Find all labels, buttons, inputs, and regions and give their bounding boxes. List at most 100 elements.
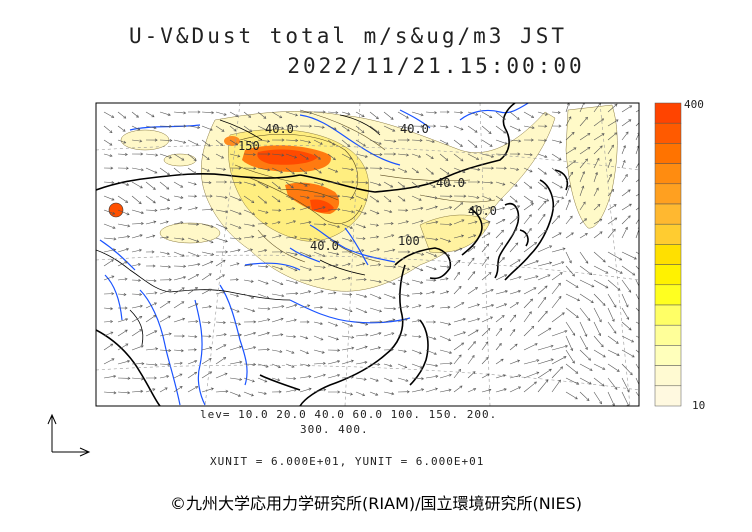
wind-vector-shaft — [593, 187, 599, 197]
wind-vector-head — [308, 375, 312, 379]
wind-vector-head — [264, 200, 267, 204]
wind-vector-shaft — [229, 249, 241, 253]
wind-vector-shaft — [537, 229, 547, 239]
wind-vector-head — [206, 168, 210, 172]
wind-vector-head — [164, 387, 168, 391]
wind-vector-shaft — [481, 243, 489, 253]
wind-vector-shaft — [523, 372, 539, 379]
wind-vector-shaft — [159, 195, 170, 201]
wind-vector-head — [449, 351, 453, 354]
wind-vector-head — [239, 181, 243, 185]
wind-vector-head — [280, 317, 284, 321]
wind-vector-shaft — [383, 265, 396, 268]
wind-vector-head — [447, 253, 451, 257]
wind-vector-head — [406, 138, 410, 142]
wind-vector-head — [124, 261, 128, 264]
wind-vector-head — [613, 204, 617, 208]
wind-vector-shaft — [453, 248, 463, 253]
wind-vector-head — [643, 275, 645, 277]
wind-vector-shaft — [397, 167, 407, 173]
wind-vector-head — [197, 110, 201, 114]
wind-vector-head — [194, 206, 198, 210]
wind-vector-shaft — [537, 285, 548, 295]
wind-vector-shaft — [131, 390, 143, 393]
wind-vector-head — [362, 237, 366, 241]
wind-vector-shaft — [341, 263, 351, 267]
wind-vector-head — [570, 232, 574, 236]
wind-vector-head — [293, 377, 297, 381]
wind-vector-shaft — [285, 389, 297, 393]
wind-vector-shaft — [201, 111, 214, 114]
wind-vector-head — [461, 234, 465, 238]
wind-vector-head — [376, 235, 380, 239]
wind-vector-shaft — [313, 153, 321, 160]
wind-vector-head — [238, 345, 242, 349]
wind-vector-shaft — [243, 249, 253, 253]
wind-vector-head — [619, 257, 623, 261]
wind-vector-shaft — [537, 195, 549, 202]
wind-vector-shaft — [257, 307, 270, 310]
wind-vector-head — [616, 353, 620, 356]
colorbar-swatch — [654, 385, 682, 407]
wind-vector-shaft — [271, 318, 284, 323]
wind-vector-head — [433, 278, 437, 282]
wind-vector-head — [365, 322, 369, 326]
wind-vector-shaft — [271, 221, 281, 225]
wind-vector-shaft — [243, 125, 252, 132]
wind-vector-shaft — [411, 111, 424, 116]
wind-vector-head — [362, 225, 366, 229]
wind-vector-shaft — [313, 335, 324, 341]
wind-vector-head — [347, 262, 351, 266]
wind-vector-head — [379, 153, 383, 157]
wind-vector-shaft — [131, 249, 142, 253]
wind-vector-head — [180, 221, 184, 225]
wind-vector-head — [431, 140, 435, 144]
wind-vector-head — [457, 259, 461, 263]
wind-vector-head — [140, 152, 144, 156]
wind-vector-head — [139, 316, 143, 319]
wind-vector-head — [622, 159, 626, 163]
wind-vector-shaft — [537, 245, 552, 253]
wind-vector-shaft — [117, 223, 130, 227]
wind-vector-head — [499, 327, 503, 331]
wind-vector-head — [502, 182, 506, 186]
wind-vector-shaft — [159, 289, 172, 295]
wind-vector-head — [194, 194, 198, 198]
wind-vector-shaft — [495, 303, 507, 309]
wind-vector-head — [278, 208, 282, 212]
wind-vector-head — [504, 152, 508, 157]
wind-vector-shaft — [145, 111, 155, 118]
wind-vector-shaft — [117, 261, 128, 267]
wind-vector-shaft — [635, 218, 639, 225]
wind-vector-head — [517, 152, 521, 156]
wind-vector-head — [290, 185, 294, 189]
wind-vector-shaft — [607, 229, 616, 239]
wind-vector-head — [504, 303, 508, 307]
wind-vector-shaft — [425, 139, 435, 143]
wind-vector-head — [139, 234, 143, 238]
wind-vector-head — [111, 115, 115, 118]
wind-vector-shaft — [229, 111, 239, 117]
wind-vector-head — [476, 157, 480, 160]
wind-vector-head — [534, 242, 538, 245]
wind-vector-head — [582, 171, 586, 175]
wind-vector-shaft — [425, 349, 437, 355]
wind-vector-head — [152, 187, 156, 190]
wind-vector-shaft — [495, 139, 508, 145]
wind-vector-head — [516, 116, 520, 120]
wind-vector-shaft — [131, 223, 144, 225]
wind-vector-head — [477, 167, 481, 172]
wind-vector-shaft — [285, 335, 296, 338]
wind-vector-shaft — [607, 174, 612, 183]
wind-vector-shaft — [523, 153, 533, 156]
wind-vector-head — [625, 226, 628, 230]
wind-vector-shaft — [341, 125, 350, 132]
wind-vector-shaft — [117, 195, 128, 203]
wind-vector-head — [349, 292, 353, 296]
wind-vector-head — [208, 288, 212, 292]
wind-vector-head — [491, 166, 495, 170]
wind-vector-head — [138, 248, 142, 252]
wind-vector-head — [253, 346, 257, 350]
wind-vector-head — [224, 195, 228, 199]
